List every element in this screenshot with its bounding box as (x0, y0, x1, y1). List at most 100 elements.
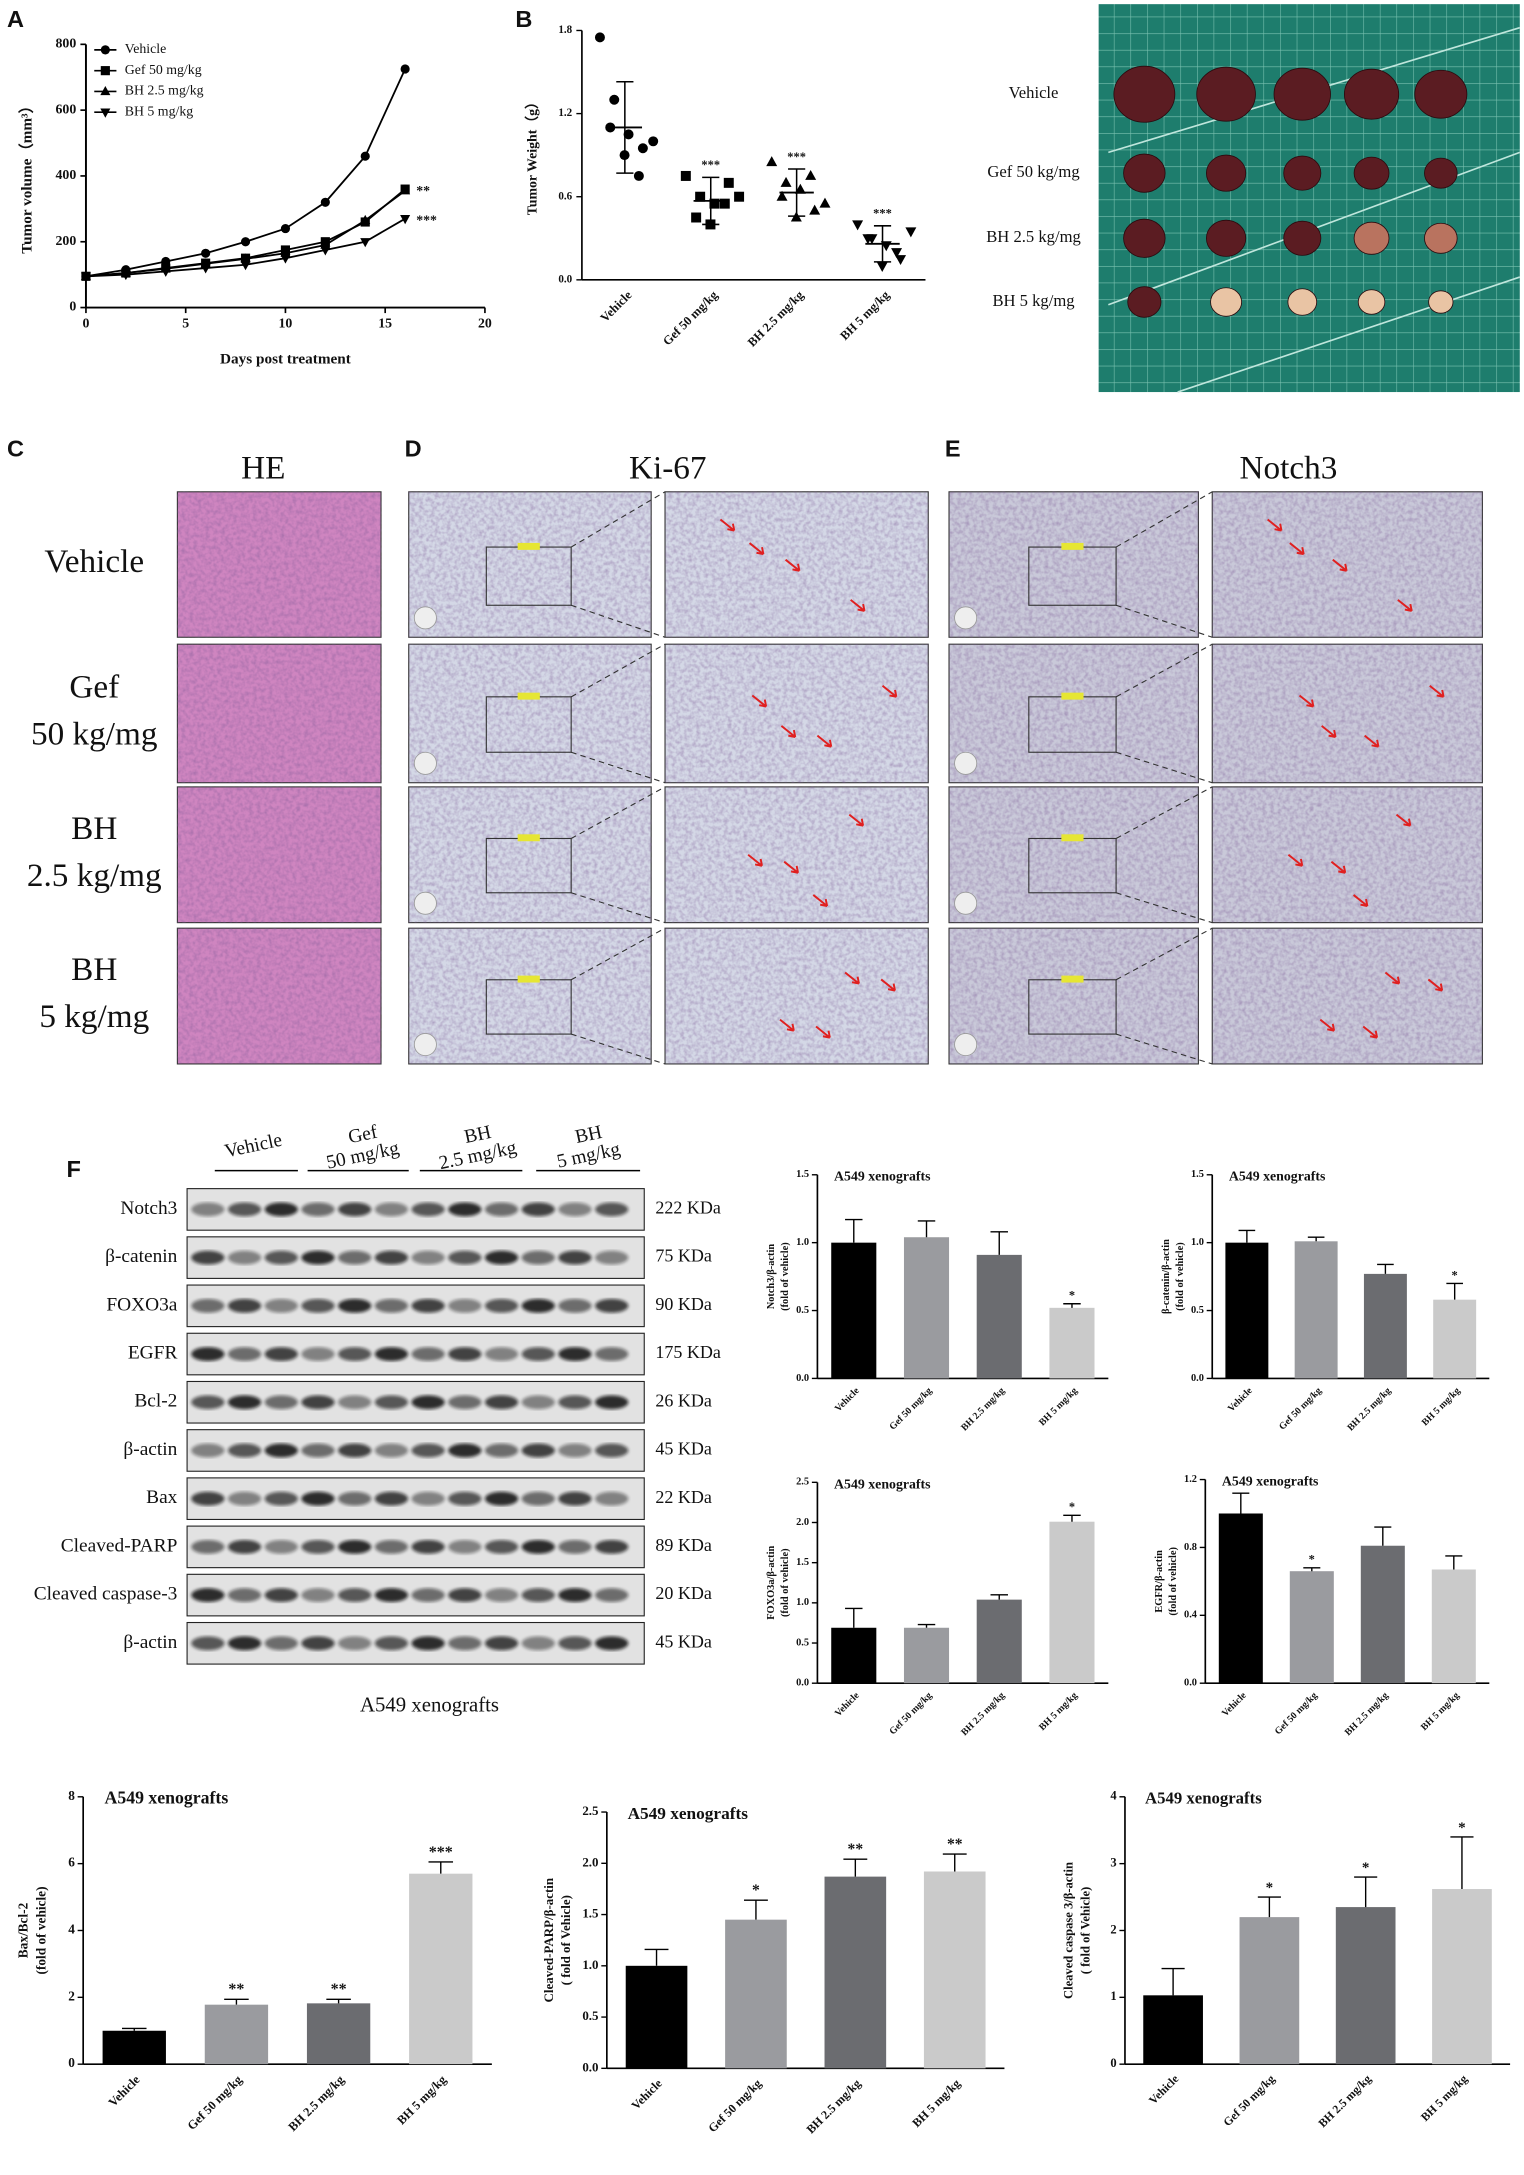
bar (1049, 1521, 1095, 1684)
band (338, 1202, 372, 1217)
y-tick-label: 0.8 (1184, 1542, 1197, 1553)
group-label: Vehicle (223, 1130, 284, 1163)
x-tick-label: 0 (82, 315, 89, 330)
band (191, 1539, 225, 1554)
x-tick-label: BH 5 mg/kg (1037, 1385, 1080, 1428)
band (558, 1347, 592, 1361)
size-label: 175 KDa (655, 1342, 721, 1362)
marker (201, 248, 211, 258)
x-tick-label: Gef 50 mg/kg (1273, 1690, 1320, 1737)
marker (100, 85, 111, 96)
y-tick-label: 2 (68, 1988, 75, 2003)
chart-title: A549 xenografts (834, 1476, 931, 1491)
arrow (1319, 1018, 1336, 1032)
band (227, 1491, 262, 1506)
band (484, 1250, 519, 1265)
row-label: Vehicle (44, 543, 144, 580)
x-tick-label: Vehicle (598, 288, 635, 325)
y-tick-label: 0.0 (582, 2059, 598, 2074)
bar (976, 1254, 1022, 1379)
band (338, 1347, 372, 1361)
band (411, 1395, 445, 1410)
error-bar (873, 225, 892, 263)
chart-title: A549 xenografts (1145, 1788, 1262, 1807)
zoom-line (570, 643, 666, 784)
micrograph-texture (949, 644, 1199, 783)
thumbnail (954, 1033, 978, 1057)
band (484, 1539, 519, 1554)
marker (862, 234, 874, 245)
error-bar (122, 2027, 147, 2031)
y-axis-label: (fold of vehicle) (780, 1242, 791, 1311)
protein-label: EGFR (128, 1342, 178, 1363)
error-bar (1374, 1526, 1392, 1546)
bar (1433, 1299, 1477, 1379)
micrograph-texture (1212, 786, 1483, 923)
y-tick-label: 2.5 (796, 1477, 809, 1488)
y-tick-label: 2.0 (582, 1854, 598, 1869)
band (191, 1395, 225, 1410)
group-label: 5 mg/kg (555, 1139, 622, 1173)
row-label: 50 kg/mg (31, 716, 157, 753)
micrograph-texture (177, 644, 382, 783)
size-label: 22 KDa (655, 1487, 712, 1507)
size-label: 20 KDa (655, 1583, 712, 1603)
x-tick-label: BH 5 mg/kg (1419, 1690, 1462, 1733)
y-tick-label: 1.5 (796, 1557, 809, 1568)
arrow (1384, 971, 1401, 985)
y-axis-label: Tumor Weight（g） (525, 95, 540, 215)
band (595, 1250, 629, 1265)
band (301, 1491, 335, 1506)
y-tick-label: 1.0 (1191, 1237, 1204, 1248)
bar (102, 2030, 166, 2065)
tumor (1273, 67, 1331, 121)
y-tick-label: 1.0 (796, 1237, 809, 1248)
tumor (1127, 286, 1162, 318)
error-bar (843, 1858, 868, 1877)
bar (1363, 1273, 1407, 1379)
y-tick-label: 800 (55, 36, 76, 51)
marker (609, 94, 620, 105)
bar (1432, 1889, 1492, 2065)
arrow (783, 860, 799, 874)
band (448, 1588, 482, 1603)
scale-bar (517, 542, 540, 550)
panel-title: Notch3 (1240, 450, 1338, 487)
panel-title: HE (241, 450, 285, 487)
arrow (747, 854, 763, 867)
protein-label: Bax (146, 1487, 178, 1508)
y-tick-label: 6 (68, 1855, 75, 1870)
bar (831, 1242, 877, 1379)
scale-bar (1061, 542, 1084, 550)
y-tick-label: 3 (1110, 1856, 1116, 1870)
marker (594, 32, 605, 43)
thumbnail (954, 891, 978, 915)
y-tick-label: 0.0 (796, 1678, 809, 1689)
x-tick-label: Gef 50 mg/kg (705, 2076, 764, 2135)
x-tick-label: BH 2.5 mg/kg (804, 2076, 864, 2136)
bar (1294, 1241, 1338, 1379)
band (448, 1395, 482, 1410)
x-axis-label: Days post treatment (220, 351, 351, 368)
arrow (816, 734, 833, 748)
error-bar (1377, 1263, 1394, 1274)
band (411, 1588, 445, 1603)
tumor (1414, 69, 1468, 119)
band (338, 1491, 372, 1506)
y-tick-label: 1.2 (1184, 1474, 1197, 1485)
micrograph-texture (949, 491, 1199, 638)
y-tick-label: 1.0 (796, 1597, 809, 1608)
protein-label: β-actin (123, 1632, 177, 1653)
significance-label: *** (873, 207, 892, 221)
band (595, 1395, 629, 1410)
arrow (812, 894, 829, 907)
x-tick-label: Vehicle (1220, 1690, 1249, 1719)
thumbnail (954, 606, 978, 630)
x-tick-label: 5 (182, 315, 189, 330)
x-tick-label: Gef 50 mg/kg (1277, 1385, 1324, 1432)
y-axis-label: Bax/Bcl-2 (16, 1902, 31, 1958)
band (484, 1347, 519, 1361)
band (301, 1202, 335, 1217)
band (484, 1395, 519, 1410)
